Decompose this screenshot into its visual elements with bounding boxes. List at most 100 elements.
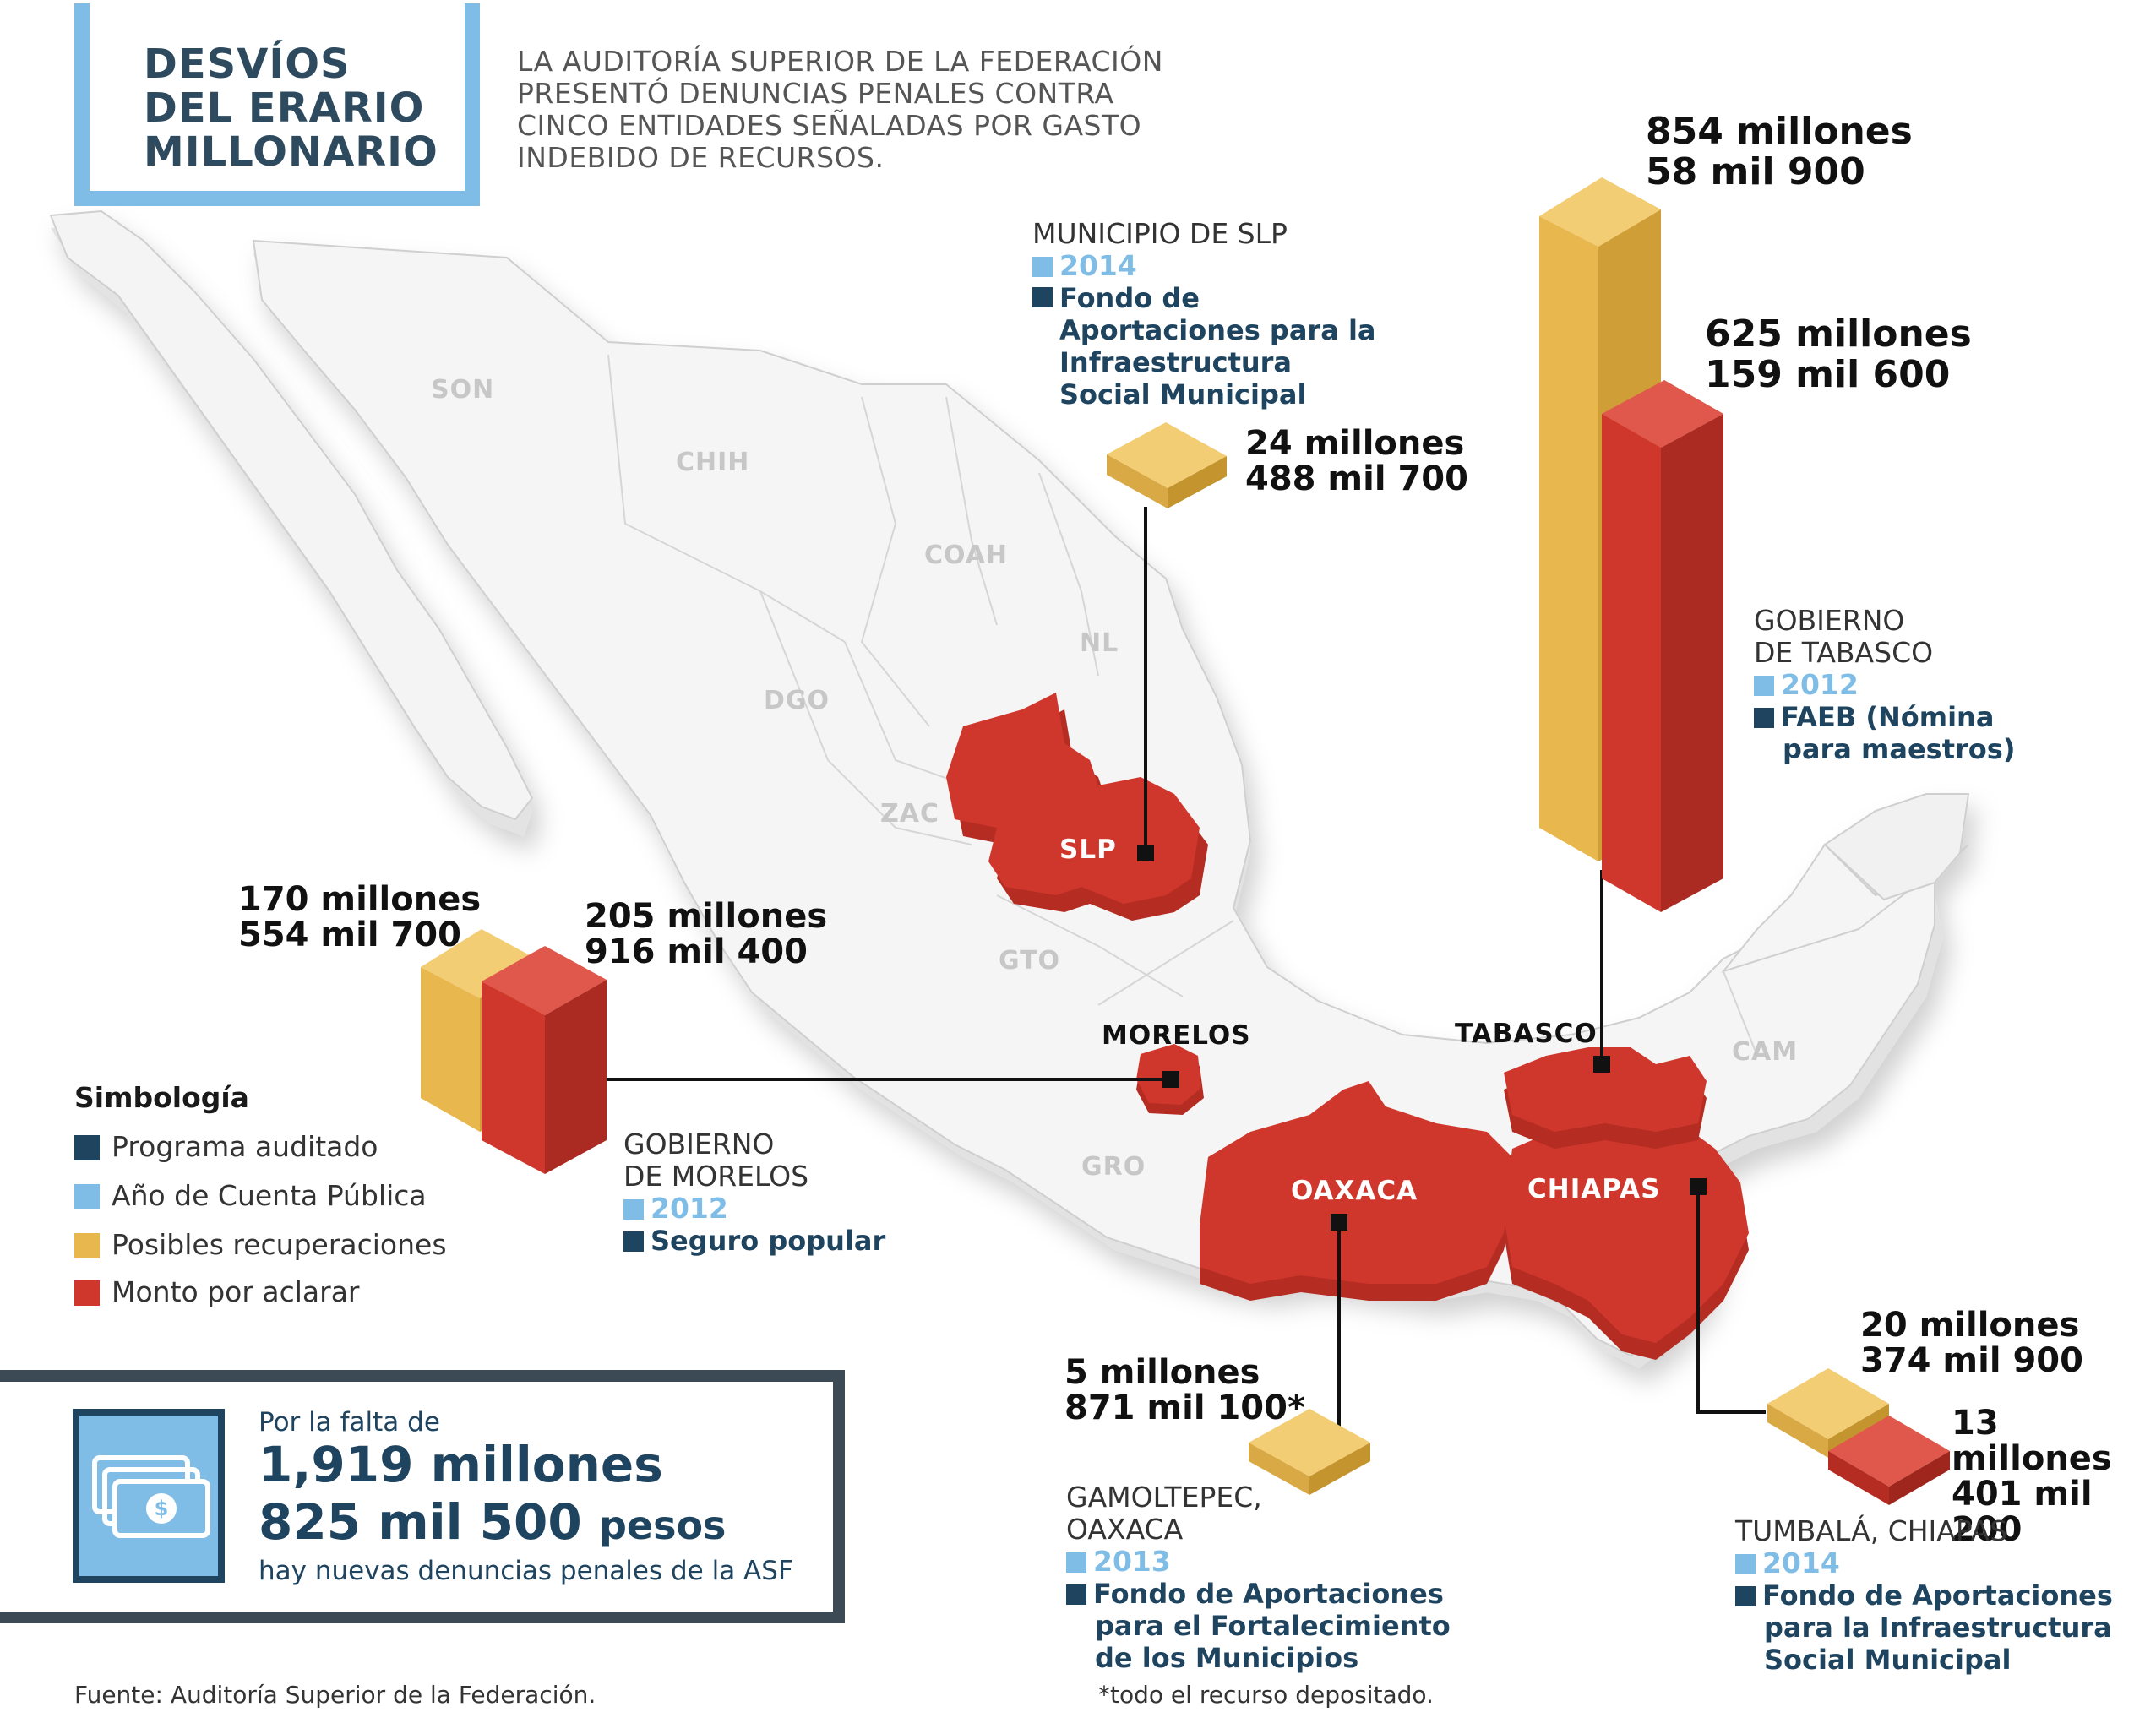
- oaxaca-program: de los Municipios: [1095, 1642, 1359, 1674]
- state-label-coah: COAH: [924, 541, 1009, 570]
- legend-swatch-programa: [74, 1135, 100, 1160]
- morelos-entity: GOBIERNO: [623, 1128, 775, 1160]
- state-label-chih: CHIH: [676, 448, 750, 477]
- slp-program: Fondo de Aportaciones para la Infraestru…: [1059, 282, 1376, 410]
- oaxaca-program: Fondo de Aportaciones: [1093, 1578, 1444, 1610]
- state-label-gro: GRO: [1081, 1152, 1146, 1182]
- chiapas-program: Fondo de Aportaciones: [1762, 1579, 2113, 1612]
- year-square-icon: [1032, 257, 1053, 277]
- year-square-icon: [623, 1199, 644, 1220]
- chiapas-recuperaciones: 20 millones 374 mil 900: [1860, 1307, 2083, 1378]
- chiapas-program: Social Municipal: [1764, 1644, 2012, 1676]
- oaxaca-year: 2013: [1093, 1545, 1171, 1578]
- value-line: 854 millones: [1646, 110, 1913, 153]
- morelos-bars: [421, 929, 607, 1174]
- value-line: 871 mil 100*: [1064, 1389, 1305, 1427]
- year-square-icon: [1066, 1552, 1086, 1573]
- value-line: 205 millones: [585, 897, 828, 936]
- legend-item-aclarar: Monto por aclarar: [112, 1275, 360, 1308]
- tabasco-recuperaciones: 854 millones 58 mil 900: [1646, 111, 1913, 193]
- state-label-nl: NL: [1080, 628, 1119, 658]
- morelos-year: 2012: [651, 1192, 728, 1225]
- program-square-icon: [623, 1231, 644, 1252]
- page-title: DESVÍOS DEL ERARIO MILLONARIO: [144, 42, 438, 174]
- program-square-icon: [1754, 708, 1774, 728]
- value-line: 13 millones: [1952, 1404, 2112, 1478]
- value-line: 24 millones: [1245, 424, 1465, 463]
- value-line: 159 mil 600: [1705, 353, 1951, 396]
- slp-entity: MUNICIPIO DE SLP: [1032, 217, 1288, 250]
- legend-item-programa: Programa auditado: [112, 1130, 378, 1163]
- baja-california-shape: [49, 209, 534, 836]
- value-line: 170 millones: [238, 880, 482, 919]
- total-unit: pesos: [598, 1503, 727, 1548]
- morelos-entity: DE MORELOS: [623, 1160, 809, 1193]
- morelos-recuperaciones: 170 millones 554 mil 700: [238, 882, 481, 953]
- oaxaca-entity: OAXACA: [1066, 1513, 1184, 1546]
- value-line: 401 mil 200: [1952, 1475, 2093, 1549]
- oaxaca-program: para el Fortalecimiento: [1095, 1610, 1451, 1642]
- chiapas-info: TUMBALÁ, CHIAPAS 2014 Fondo de Aportacio…: [1735, 1515, 2113, 1676]
- state-label-cam: CAM: [1732, 1037, 1799, 1067]
- oaxaca-block: [1249, 1409, 1370, 1495]
- tabasco-entity: GOBIERNO: [1754, 604, 1905, 637]
- title-line: DEL ERARIO: [144, 84, 425, 132]
- value-line: 554 mil 700: [238, 916, 461, 954]
- state-label-morelos: MORELOS: [1102, 1020, 1251, 1051]
- program-square-icon: [1032, 287, 1053, 307]
- tabasco-aclarar: 625 millones 159 mil 600: [1705, 314, 1972, 395]
- year-square-icon: [1754, 676, 1774, 696]
- state-label-slp: SLP: [1059, 834, 1117, 865]
- money-icon: $: [73, 1409, 225, 1583]
- tabasco-year: 2012: [1781, 668, 1859, 701]
- morelos-info: GOBIERNO DE MORELOS 2012 Seguro popular: [623, 1128, 885, 1257]
- year-square-icon: [1735, 1554, 1756, 1574]
- program-square-icon: [1735, 1586, 1756, 1606]
- value-line: 374 mil 900: [1860, 1341, 2083, 1380]
- title-box: [74, 3, 480, 206]
- legend-title: Simbología: [74, 1081, 249, 1114]
- state-label-chiapas: CHIAPAS: [1527, 1174, 1661, 1204]
- slp-info: MUNICIPIO DE SLP 2014 Fondo de Aportacio…: [1032, 218, 1387, 410]
- morelos-program: Seguro popular: [651, 1225, 886, 1257]
- oaxaca-info: GAMOLTEPEC, OAXACA 2013 Fondo de Aportac…: [1066, 1481, 1451, 1674]
- title-line: MILLONARIO: [144, 128, 438, 176]
- legend-swatch-recuperaciones: [74, 1233, 100, 1258]
- slp-recuperaciones: 24 millones 488 mil 700: [1245, 426, 1468, 497]
- value-line: 916 mil 400: [585, 932, 808, 971]
- oaxaca-entity: GAMOLTEPEC,: [1066, 1481, 1262, 1514]
- source-note: Fuente: Auditoría Superior de la Federac…: [74, 1681, 596, 1709]
- slp-block: [1107, 422, 1227, 508]
- oaxaca-footnote: *todo el recurso depositado.: [1098, 1681, 1434, 1709]
- tabasco-info: GOBIERNO DE TABASCO 2012 FAEB (Nómina pa…: [1754, 605, 2015, 765]
- legend-swatch-anio: [74, 1184, 100, 1209]
- title-line: DESVÍOS: [144, 41, 351, 88]
- value-line: 20 millones: [1860, 1306, 2080, 1345]
- total-amount-line2: 825 mil 500 pesos: [259, 1493, 726, 1551]
- program-square-icon: [1066, 1584, 1086, 1605]
- total-post: hay nuevas denuncias penales de la ASF: [259, 1556, 793, 1586]
- state-label-dgo: DGO: [764, 686, 830, 715]
- legend-item-anio: Año de Cuenta Pública: [112, 1179, 427, 1212]
- chiapas-aclarar: 13 millones 401 mil 200: [1952, 1405, 2156, 1547]
- legend-swatch-aclarar: [74, 1280, 100, 1306]
- svg-text:$: $: [155, 1497, 169, 1520]
- value-line: 488 mil 700: [1245, 459, 1468, 498]
- highlighted-states: [946, 693, 1749, 1360]
- chiapas-program: para la Infraestructura: [1764, 1612, 2112, 1644]
- tabasco-program: FAEB (Nómina: [1781, 701, 1995, 733]
- leader-dots: [1137, 845, 1707, 1231]
- state-label-oaxaca: OAXACA: [1291, 1176, 1418, 1206]
- tabasco-program: para maestros): [1783, 733, 2016, 765]
- tabasco-entity: DE TABASCO: [1754, 636, 1934, 669]
- state-label-gto: GTO: [999, 946, 1061, 976]
- leader-lines: [607, 507, 1766, 1436]
- value-line: 625 millones: [1705, 313, 1972, 356]
- slp-year: 2014: [1059, 249, 1137, 282]
- state-label-zac: ZAC: [880, 799, 939, 829]
- legend-item-recuperaciones: Posibles recuperaciones: [112, 1228, 447, 1261]
- subtitle: LA AUDITORÍA SUPERIOR DE LA FEDERACIÓN P…: [517, 45, 1163, 174]
- tabasco-bars: [1539, 177, 1723, 912]
- chiapas-blocks: [1767, 1368, 1950, 1505]
